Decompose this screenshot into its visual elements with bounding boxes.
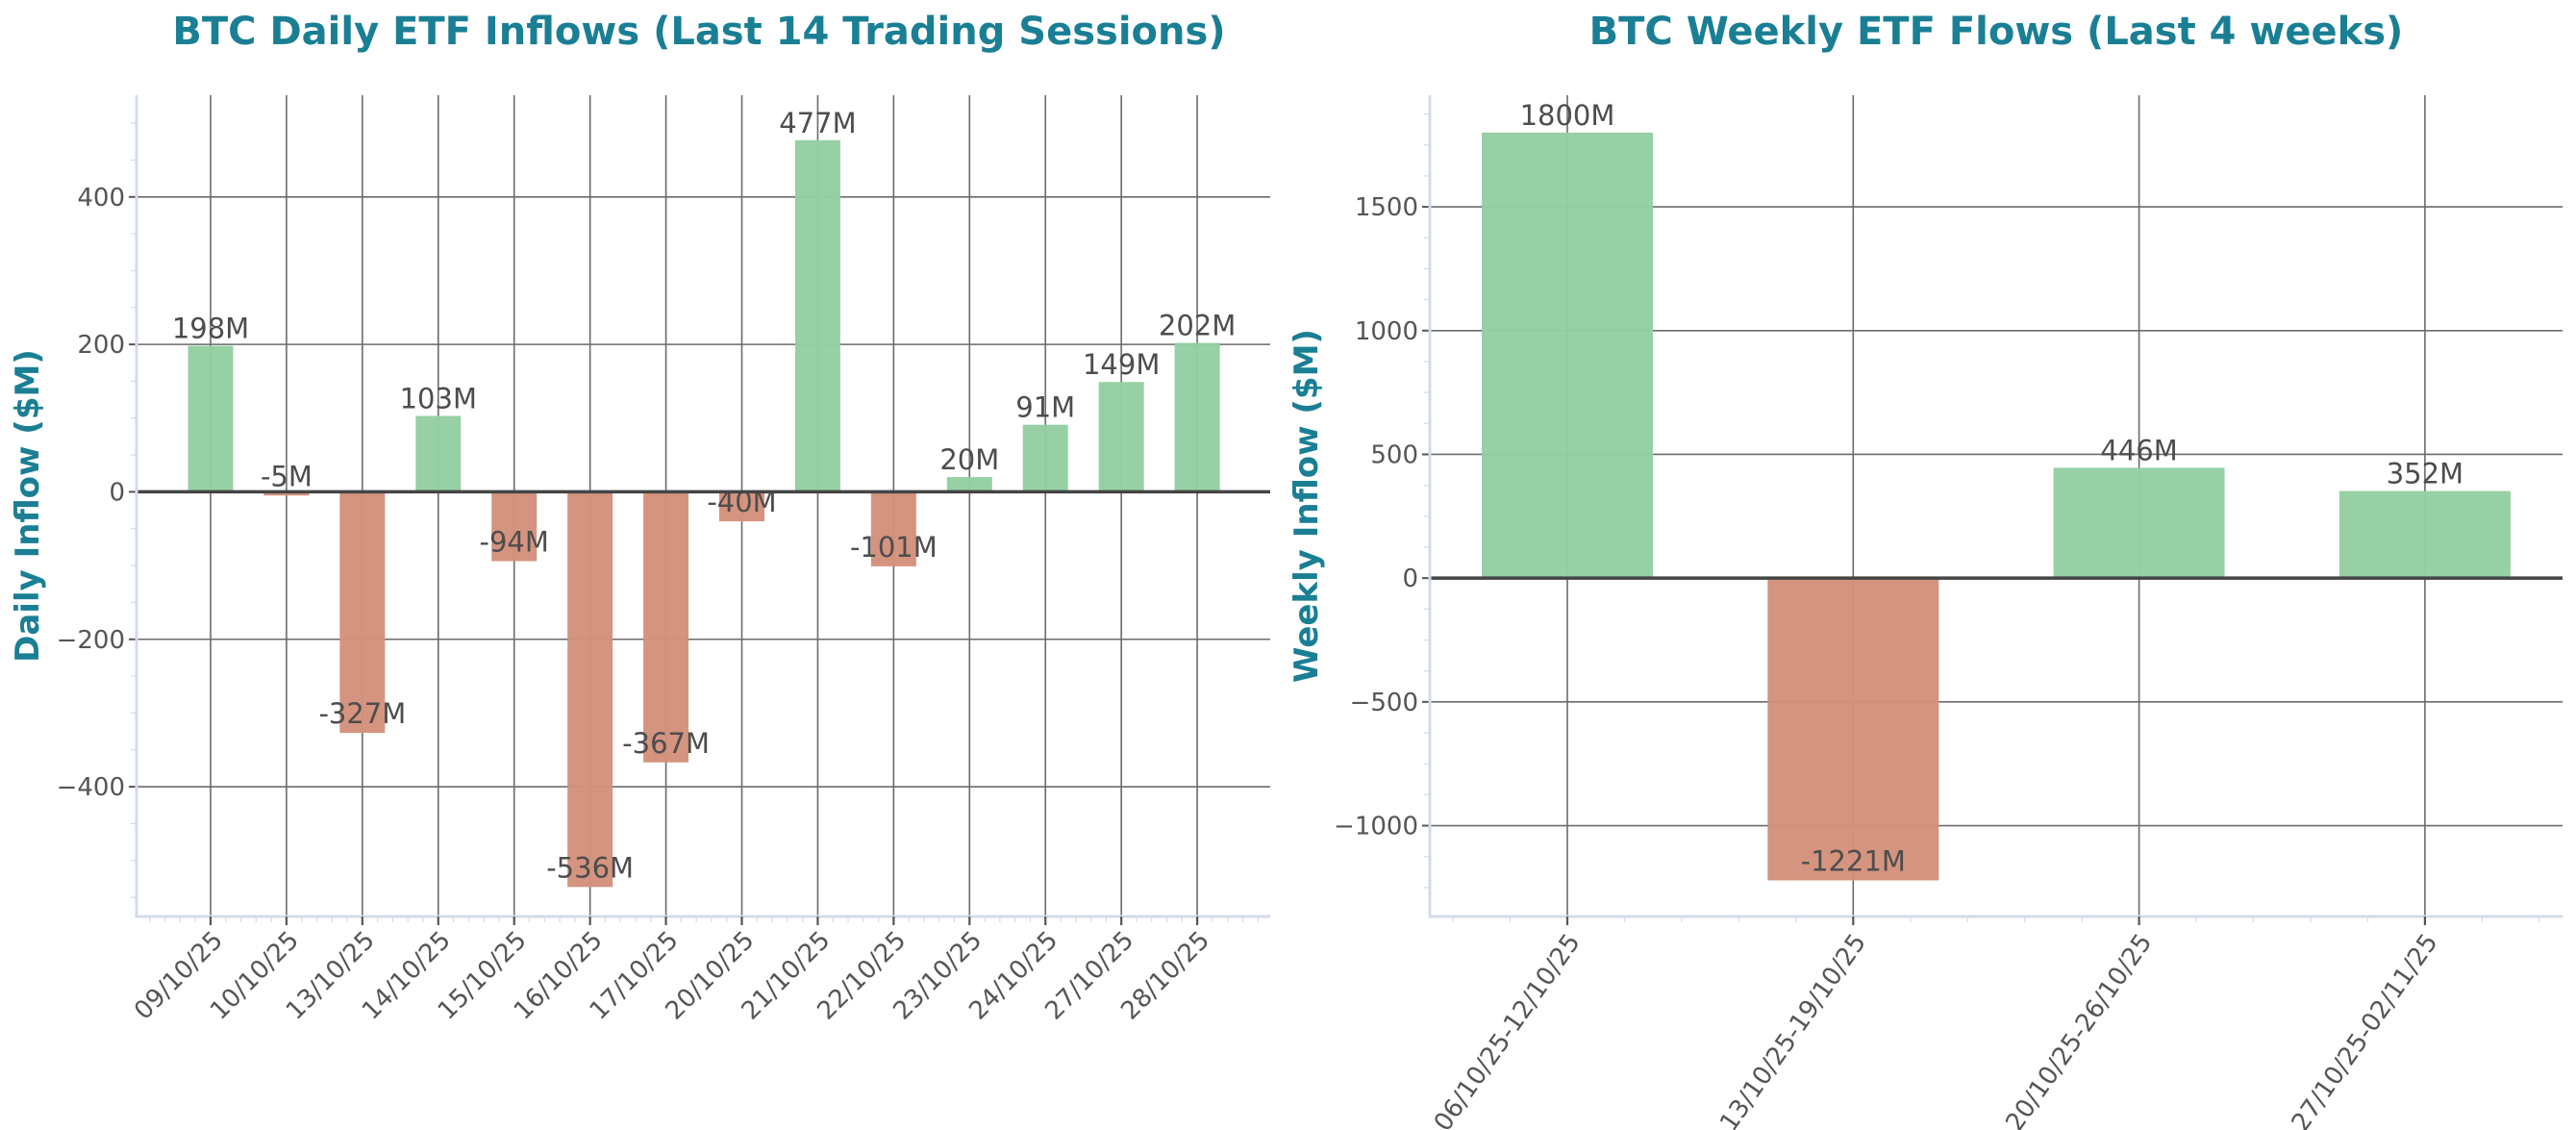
y-tick-label: 200 xyxy=(77,331,125,360)
bar-negative xyxy=(870,491,916,566)
chart-title: BTC Weekly ETF Flows (Last 4 weeks) xyxy=(1589,10,2404,54)
y-tick-label: 0 xyxy=(1402,565,1418,593)
y-tick-label: −200 xyxy=(57,626,125,655)
bar-negative xyxy=(643,491,689,763)
bar-negative xyxy=(339,491,386,734)
x-tick-label: 06/10/25-12/10/25 xyxy=(1429,929,1587,1130)
bar-negative xyxy=(1767,578,1939,881)
value-label: 20M xyxy=(939,443,999,476)
value-label: 91M xyxy=(1015,391,1075,424)
y-tick-label: 500 xyxy=(1370,440,1418,469)
daily-inflows-chart: BTC Daily ETF Inflows (Last 14 Trading S… xyxy=(9,10,1270,1026)
value-label: 198M xyxy=(172,313,249,345)
y-axis-label: Daily Inflow ($M) xyxy=(9,349,47,663)
x-tick-label: 20/10/25-26/10/25 xyxy=(2000,929,2158,1130)
bar-positive xyxy=(794,139,840,492)
value-label: -367M xyxy=(622,727,710,760)
chart-title: BTC Daily ETF Inflows (Last 14 Trading S… xyxy=(172,10,1225,54)
value-label: -101M xyxy=(850,531,938,564)
bar-positive xyxy=(1174,342,1220,492)
value-label: -5M xyxy=(261,460,313,492)
y-tick-label: 1500 xyxy=(1355,193,1418,222)
y-tick-label: −500 xyxy=(1350,689,1418,717)
bar-positive xyxy=(946,477,992,492)
x-tick-label: 13/10/25-19/10/25 xyxy=(1714,929,1872,1130)
bar-negative xyxy=(263,491,310,496)
bar-negative xyxy=(491,491,538,562)
bar-positive xyxy=(1022,424,1068,492)
value-label: 352M xyxy=(2387,458,2463,490)
bar-positive xyxy=(2338,490,2511,579)
value-label: -94M xyxy=(480,525,549,558)
y-tick-label: 400 xyxy=(77,184,125,213)
bar-positive xyxy=(188,345,234,492)
value-label: 202M xyxy=(1159,310,1236,342)
value-label: 1800M xyxy=(1520,99,1615,132)
value-label: 149M xyxy=(1083,348,1160,381)
value-label: -1221M xyxy=(1801,844,1906,877)
bar-positive xyxy=(415,415,462,492)
value-label: 103M xyxy=(400,382,477,414)
value-label: 477M xyxy=(779,107,856,139)
weekly-flows-chart: BTC Weekly ETF Flows (Last 4 weeks) Weekl… xyxy=(1288,10,2563,1130)
y-tick-label: −1000 xyxy=(1334,813,1418,841)
y-tick-label: 1000 xyxy=(1355,317,1418,346)
value-label: -327M xyxy=(318,697,406,730)
bar-positive xyxy=(2053,467,2225,579)
value-label: -536M xyxy=(546,851,634,884)
bar-positive xyxy=(1482,132,1653,579)
value-label: 446M xyxy=(2100,434,2177,466)
x-tick-label: 27/10/25-02/11/25 xyxy=(2287,929,2444,1130)
y-axis-label: Weekly Inflow ($M) xyxy=(1288,329,1326,683)
y-tick-label: 0 xyxy=(109,478,125,507)
bar-negative xyxy=(719,491,765,522)
bar-positive xyxy=(1098,382,1144,492)
y-tick-label: −400 xyxy=(57,773,125,802)
bar-negative xyxy=(567,491,613,888)
